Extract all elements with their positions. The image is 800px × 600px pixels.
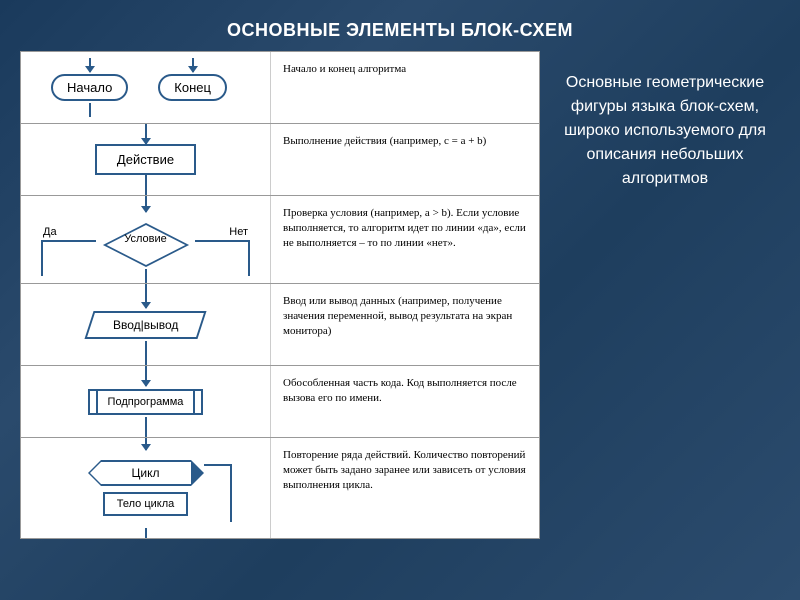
terminator-end-shape: Конец [158, 74, 227, 101]
loop-body-shape: Тело цикла [103, 492, 189, 516]
io-shape: Ввод|вывод [84, 311, 207, 339]
shape-cell-loop: Цикл Тело цикла [21, 438, 271, 538]
shape-cell-io: Ввод|вывод [21, 284, 271, 365]
terminator-start-shape: Начало [51, 74, 128, 101]
subprogram-shape: Подпрограмма [88, 389, 204, 415]
shape-cell-subprogram: Подпрограмма [21, 366, 271, 437]
desc-process: Выполнение действия (например, c = a + b… [271, 124, 539, 195]
loop-head-shape: Цикл [101, 460, 191, 486]
table-row: Подпрограмма Обособленная часть кода. Ко… [21, 366, 539, 438]
desc-terminator: Начало и конец алгоритма [271, 52, 539, 123]
shape-cell-process: Действие [21, 124, 271, 195]
table-row: Условие Да Нет Проверка условия (наприме… [21, 196, 539, 284]
sidebar-text: Основные геометрические фигуры языка бло… [540, 51, 780, 539]
table-row: Действие Выполнение действия (например, … [21, 124, 539, 196]
desc-decision: Проверка условия (например, a > b). Если… [271, 196, 539, 283]
table-row: Цикл Тело цикла Повторение ряда действий… [21, 438, 539, 538]
decision-shape: Условие [91, 215, 201, 265]
process-shape: Действие [95, 144, 196, 175]
desc-io: Ввод или вывод данных (например, получен… [271, 284, 539, 365]
content-area: Начало Конец Начало и конец алгоритма Де… [0, 51, 800, 539]
decision-label: Условие [91, 233, 201, 245]
desc-subprogram: Обособленная часть кода. Код выполняется… [271, 366, 539, 437]
page-title: ОСНОВНЫЕ ЭЛЕМЕНТЫ БЛОК-СХЕМ [0, 0, 800, 51]
branch-yes-label: Да [43, 226, 57, 238]
shape-cell-terminator: Начало Конец [21, 52, 271, 123]
flowchart-table: Начало Конец Начало и конец алгоритма Де… [20, 51, 540, 539]
branch-no-label: Нет [229, 226, 248, 238]
desc-loop: Повторение ряда действий. Количество пов… [271, 438, 539, 538]
table-row: Ввод|вывод Ввод или вывод данных (наприм… [21, 284, 539, 366]
shape-cell-decision: Условие Да Нет [21, 196, 271, 283]
table-row: Начало Конец Начало и конец алгоритма [21, 52, 539, 124]
